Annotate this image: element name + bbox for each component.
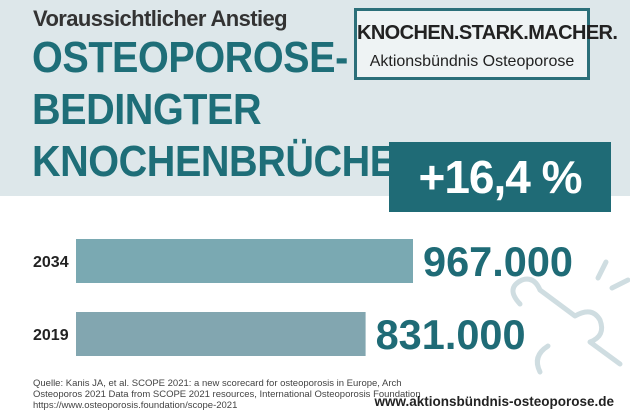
value-label-2019: 831.000 bbox=[376, 311, 526, 358]
source-line-1: Quelle: Kanis JA, et al. SCOPE 2021: a n… bbox=[33, 378, 402, 389]
bar-chart: 2034 967.000 2019 831.000 bbox=[33, 238, 630, 375]
source-text: Quelle: Kanis JA, et al. SCOPE 2021: a n… bbox=[33, 378, 421, 411]
category-label-2019: 2019 bbox=[33, 327, 69, 344]
kicker: Voraussichtlicher Anstieg bbox=[33, 6, 288, 31]
broken-bone-icon bbox=[510, 259, 630, 375]
source-line-3: https://www.osteoporosis.foundation/scop… bbox=[33, 400, 238, 411]
headline-line-1: OSTEOPOROSE- bbox=[32, 33, 348, 82]
value-label-2034: 967.000 bbox=[423, 238, 573, 285]
headline-line-2: BEDINGTER bbox=[32, 85, 262, 134]
website-url: www.aktionsbündnis-osteoporose.de bbox=[374, 394, 614, 409]
source-line-2: Osteoporos 2021 Data from SCOPE 2021 res… bbox=[33, 389, 421, 400]
brand-subtitle: Aktionsbündnis Osteoporose bbox=[369, 53, 575, 70]
headline-line-3: KNOCHENBRÜCHE bbox=[32, 137, 396, 186]
brand-box: KNOCHEN.STARK.MACHER. Aktionsbündnis Ost… bbox=[354, 8, 618, 80]
category-label-2034: 2034 bbox=[33, 254, 69, 271]
bar-2019 bbox=[76, 312, 366, 356]
bar-2034 bbox=[76, 239, 413, 283]
increase-badge: +16,4 % bbox=[389, 142, 611, 212]
brand-name: KNOCHEN.STARK.MACHER. bbox=[357, 22, 618, 44]
